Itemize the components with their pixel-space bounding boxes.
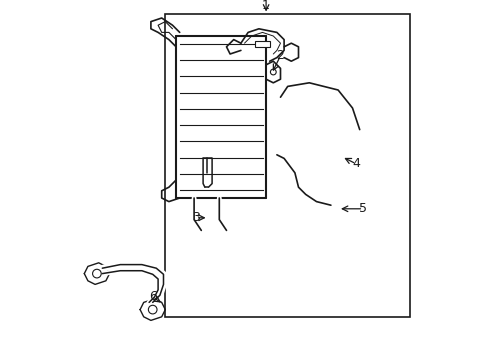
Text: 5: 5 (359, 202, 366, 215)
Text: 2: 2 (276, 49, 284, 62)
Circle shape (148, 305, 157, 314)
Text: 3: 3 (192, 211, 200, 224)
Circle shape (270, 69, 276, 75)
Bar (255, 41, 269, 47)
Circle shape (92, 269, 101, 278)
Text: 4: 4 (351, 157, 359, 170)
Text: 1: 1 (262, 0, 269, 12)
Bar (165, 14, 409, 317)
Text: 6: 6 (148, 291, 156, 303)
